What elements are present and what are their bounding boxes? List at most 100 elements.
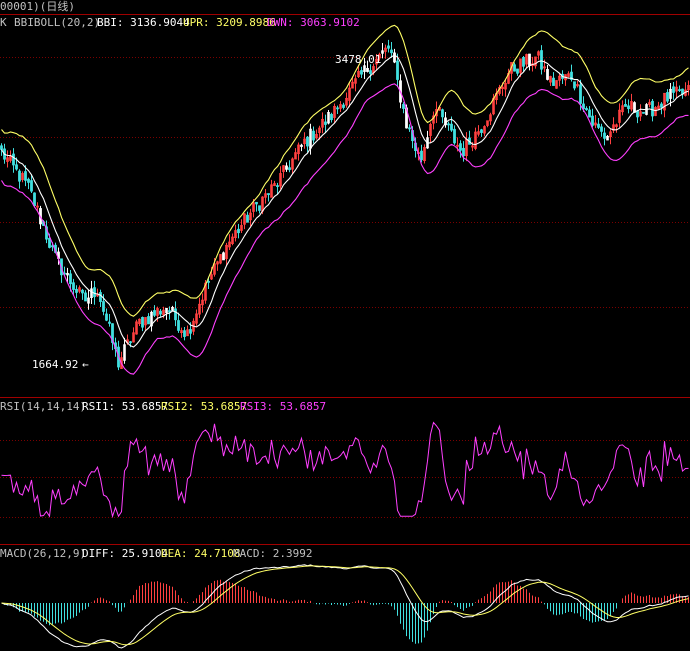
- diff-value: 25.9104: [122, 547, 169, 560]
- candle-body: [291, 158, 294, 170]
- candle-body: [189, 329, 192, 334]
- candle-body: [501, 86, 504, 89]
- candle-body: [207, 280, 210, 283]
- candle-body: [672, 86, 675, 93]
- candle-body: [294, 152, 297, 160]
- candle-body: [138, 318, 141, 325]
- candle-body: [102, 301, 105, 312]
- rsi-panel-gridlines: [0, 440, 690, 518]
- candle-body: [327, 112, 330, 124]
- candle-body: [351, 81, 354, 89]
- candle-body: [594, 122, 597, 126]
- candle-body: [366, 68, 369, 72]
- candle-body: [606, 135, 609, 141]
- candle-body: [516, 68, 519, 74]
- candle-body: [45, 226, 48, 240]
- candle-body: [558, 75, 561, 81]
- candle-body: [462, 147, 465, 157]
- candle-body: [621, 105, 624, 113]
- candle-body: [378, 53, 381, 59]
- candle-body: [12, 153, 15, 166]
- candle-body: [159, 310, 162, 315]
- candle-body: [474, 131, 477, 149]
- candle-body: [627, 105, 630, 110]
- candle-body: [210, 274, 213, 280]
- candle-body: [129, 341, 132, 344]
- candle-body: [441, 109, 444, 118]
- candle-body: [147, 316, 150, 325]
- window-title: 00001)(日线): [0, 0, 75, 13]
- candle-body: [486, 120, 489, 126]
- candle-body: [384, 47, 387, 52]
- candle-body: [618, 109, 621, 123]
- candle-body: [345, 97, 348, 106]
- candle-body: [423, 147, 426, 162]
- candlestick-series: [0, 39, 690, 371]
- rsi-line: [1, 421, 689, 519]
- rsi1-value: 53.6857: [122, 400, 168, 413]
- dwn-label: DWN:: [267, 16, 294, 29]
- candle-body: [381, 50, 384, 54]
- candle-body: [234, 230, 237, 239]
- candle-body: [567, 73, 570, 77]
- upr-value: 3209.8986: [216, 16, 276, 29]
- candle-body: [36, 205, 39, 208]
- candle-body: [168, 310, 171, 313]
- candle-body: [579, 84, 582, 104]
- candle-body: [591, 115, 594, 126]
- candle-body: [231, 236, 234, 244]
- main-panel-prefix: K: [0, 16, 7, 29]
- candle-body: [144, 317, 147, 326]
- candle-body: [513, 64, 516, 72]
- candle-body: [270, 184, 273, 198]
- bbi-label: BBI:: [97, 16, 124, 29]
- candle-body: [93, 287, 96, 298]
- candle-body: [636, 110, 639, 118]
- candle-body: [123, 344, 126, 361]
- candle-body: [363, 65, 366, 72]
- boll-upper-line: [1, 24, 689, 317]
- candle-body: [393, 52, 396, 63]
- candle-body: [204, 282, 207, 301]
- candle-body: [648, 102, 651, 105]
- candle-body: [528, 53, 531, 66]
- candle-body: [27, 178, 30, 183]
- candle-body: [630, 101, 633, 110]
- candle-body: [447, 123, 450, 126]
- bbi-value: 3136.9044: [130, 16, 190, 29]
- candle-body: [588, 109, 591, 118]
- candle-body: [6, 157, 9, 162]
- candle-body: [669, 88, 672, 99]
- candle-body: [78, 287, 81, 292]
- candle-body: [480, 129, 483, 133]
- candle-body: [657, 105, 660, 110]
- candle-body: [357, 71, 360, 77]
- candle-body: [24, 171, 27, 181]
- candle-body: [330, 113, 333, 121]
- candle-body: [165, 307, 168, 313]
- main-panel-header: K BBIBOLL(20,2) BBI: 3136.9044 UPR: 3209…: [0, 16, 360, 29]
- candle-body: [177, 320, 180, 331]
- candle-body: [375, 58, 378, 65]
- macd-panel-header: MACD(26,12,9) DIFF: 25.9104 DEA: 24.7108…: [0, 547, 313, 560]
- dea-value: 24.7108: [194, 547, 240, 560]
- candle-body: [225, 244, 228, 259]
- candle-body: [75, 288, 78, 293]
- candle-body: [228, 241, 231, 248]
- rsi2-value: 53.6857: [201, 400, 247, 413]
- candle-body: [525, 54, 528, 65]
- candle-body: [540, 50, 543, 70]
- candle-body: [402, 104, 405, 109]
- dwn-value: 3063.9102: [300, 16, 360, 29]
- candle-body: [30, 180, 33, 192]
- candle-body: [600, 126, 603, 132]
- candle-body: [156, 308, 159, 316]
- candle-body: [48, 237, 51, 248]
- candle-body: [660, 103, 663, 108]
- candle-body: [216, 261, 219, 265]
- candle-body: [663, 92, 666, 111]
- candle-body: [333, 105, 336, 118]
- candle-body: [267, 193, 270, 196]
- candle-body: [609, 131, 612, 138]
